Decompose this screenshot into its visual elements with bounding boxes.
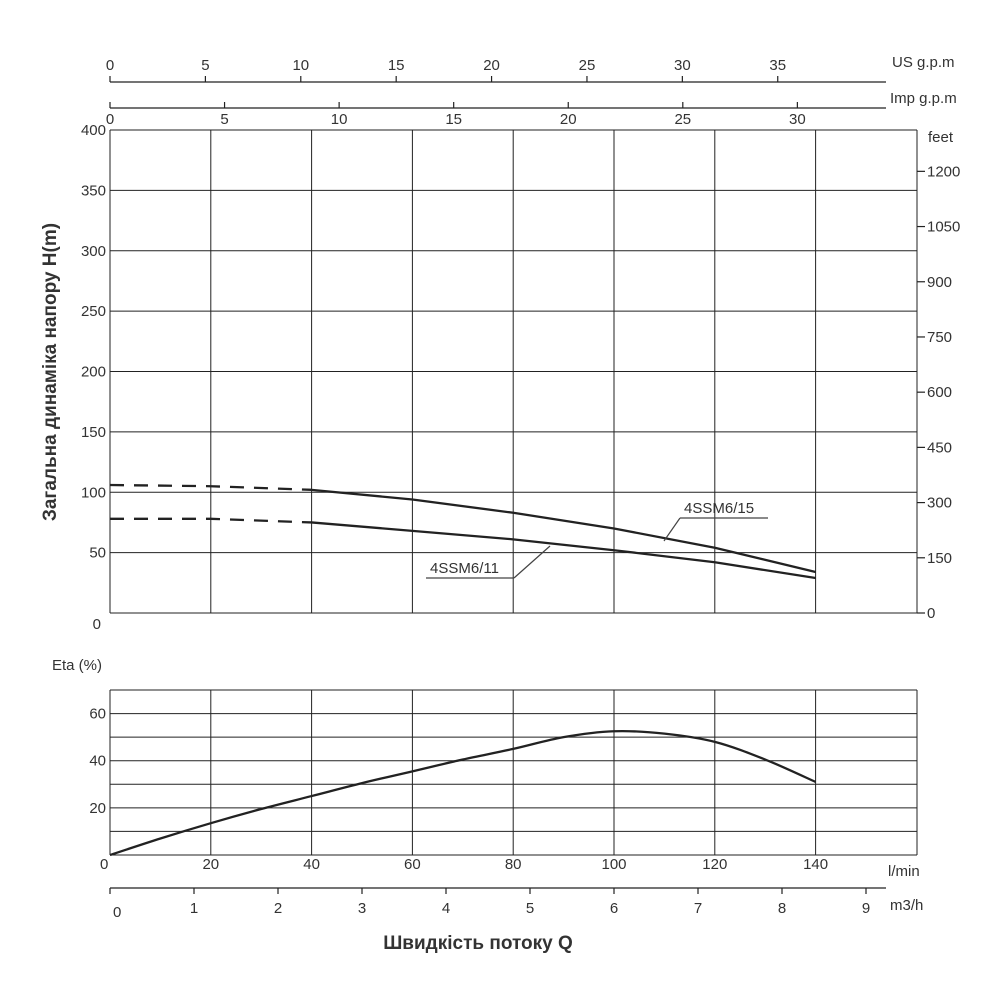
head-y-tick-label: 100 bbox=[81, 484, 106, 501]
lpm-zero-label: 0 bbox=[100, 856, 108, 873]
us-gpm-tick-label: 10 bbox=[292, 57, 309, 74]
lpm-tick-label: 80 bbox=[505, 856, 522, 873]
us-gpm-tick-label: 0 bbox=[106, 57, 114, 74]
series-label-4ssm6-11: 4SSM6/11 bbox=[430, 560, 499, 577]
feet-tick-label: 150 bbox=[927, 550, 952, 567]
x-axis-title: Швидкість потоку Q bbox=[383, 933, 573, 954]
head-y-tick-label: 200 bbox=[81, 364, 106, 381]
lpm-axis: 0 20 40 60 80 100 120 140 l/min bbox=[100, 856, 920, 880]
series-4ssm6-15-line bbox=[311, 488, 816, 574]
feet-tick-label: 1050 bbox=[927, 219, 960, 236]
head-plot: 0 50 100 150 200 250 300 350 400 0 150 300 450 600 75… bbox=[40, 122, 960, 633]
feet-tick-label: 300 bbox=[927, 495, 952, 512]
feet-tick-label: 600 bbox=[927, 384, 952, 401]
eta-axis-title: Eta (%) bbox=[52, 657, 102, 674]
m3h-tick-label: 8 bbox=[778, 900, 786, 917]
us-gpm-tick-label: 15 bbox=[388, 57, 405, 74]
feet-tick-label: 750 bbox=[927, 329, 952, 346]
m3h-tick-label: 5 bbox=[526, 900, 534, 917]
label-pointer-4ssm6-11 bbox=[513, 545, 551, 579]
imp-gpm-tick-label: 20 bbox=[560, 111, 577, 128]
head-y-tick-label: 250 bbox=[81, 303, 106, 320]
series-4ssm6-15-extrapolated bbox=[109, 483, 312, 491]
m3h-tick-label: 3 bbox=[358, 900, 366, 917]
us-gpm-axis: 0 5 10 15 20 25 30 35 US g.p.m bbox=[106, 54, 955, 83]
feet-tick-label: 900 bbox=[927, 274, 952, 291]
head-y-tick-label: 350 bbox=[81, 182, 106, 199]
us-gpm-tick-label: 35 bbox=[769, 57, 786, 74]
imp-gpm-unit: Imp g.p.m bbox=[890, 90, 957, 107]
m3h-axis: 1 2 3 4 5 6 7 8 9 0 m3/h bbox=[109, 887, 923, 921]
feet-tick-label: 0 bbox=[927, 605, 935, 622]
m3h-tick-label: 4 bbox=[442, 900, 450, 917]
efficiency-line bbox=[109, 729, 817, 857]
feet-tick-label: 1200 bbox=[927, 163, 960, 180]
eta-y-tick-label: 20 bbox=[89, 800, 106, 817]
lpm-tick-label: 60 bbox=[404, 856, 421, 873]
lpm-tick-label: 20 bbox=[202, 856, 219, 873]
head-y-tick-label: 300 bbox=[81, 243, 106, 260]
us-gpm-tick-label: 5 bbox=[201, 57, 209, 74]
lpm-unit: l/min bbox=[888, 863, 920, 880]
lpm-tick-label: 100 bbox=[601, 856, 626, 873]
imp-gpm-tick-label: 15 bbox=[445, 111, 462, 128]
imp-gpm-tick-label: 10 bbox=[331, 111, 348, 128]
m3h-tick-label: 6 bbox=[610, 900, 618, 917]
imp-gpm-axis: 0 5 10 15 20 25 30 Imp g.p.m bbox=[106, 90, 957, 128]
eta-y-tick-label: 40 bbox=[89, 753, 106, 770]
lpm-tick-label: 140 bbox=[803, 856, 828, 873]
head-y-tick-label: 50 bbox=[89, 545, 106, 562]
m3h-tick-label: 7 bbox=[694, 900, 702, 917]
imp-gpm-tick-label: 30 bbox=[789, 111, 806, 128]
eta-y-tick-label: 60 bbox=[89, 706, 106, 723]
us-gpm-tick-label: 20 bbox=[483, 57, 500, 74]
imp-gpm-tick-label: 5 bbox=[220, 111, 228, 128]
label-pointer-4ssm6-15 bbox=[663, 517, 681, 542]
imp-gpm-tick-label: 25 bbox=[674, 111, 691, 128]
head-y-tick-label: 0 bbox=[93, 616, 101, 633]
lpm-tick-label: 40 bbox=[303, 856, 320, 873]
imp-gpm-tick-label: 0 bbox=[106, 111, 114, 128]
m3h-tick-label: 1 bbox=[190, 900, 198, 917]
us-gpm-unit: US g.p.m bbox=[892, 54, 955, 71]
m3h-zero-label: 0 bbox=[113, 904, 121, 921]
head-y-tick-label: 150 bbox=[81, 424, 106, 441]
series-4ssm6-11-line bbox=[311, 521, 816, 580]
feet-unit: feet bbox=[928, 129, 954, 146]
m3h-tick-label: 2 bbox=[274, 900, 282, 917]
head-y-tick-label: 400 bbox=[81, 122, 106, 139]
us-gpm-tick-label: 30 bbox=[674, 57, 691, 74]
efficiency-plot: Eta (%) 20 40 60 bbox=[52, 657, 918, 857]
feet-tick-label: 450 bbox=[927, 439, 952, 456]
m3h-tick-label: 9 bbox=[862, 900, 870, 917]
us-gpm-tick-label: 25 bbox=[579, 57, 596, 74]
lpm-tick-label: 120 bbox=[702, 856, 727, 873]
series-label-4ssm6-15: 4SSM6/15 bbox=[684, 500, 754, 517]
head-y-axis-title: Загальна динаміка напору H(m) bbox=[40, 223, 61, 521]
m3h-unit: m3/h bbox=[890, 897, 923, 914]
series-4ssm6-11-extrapolated bbox=[110, 517, 312, 524]
